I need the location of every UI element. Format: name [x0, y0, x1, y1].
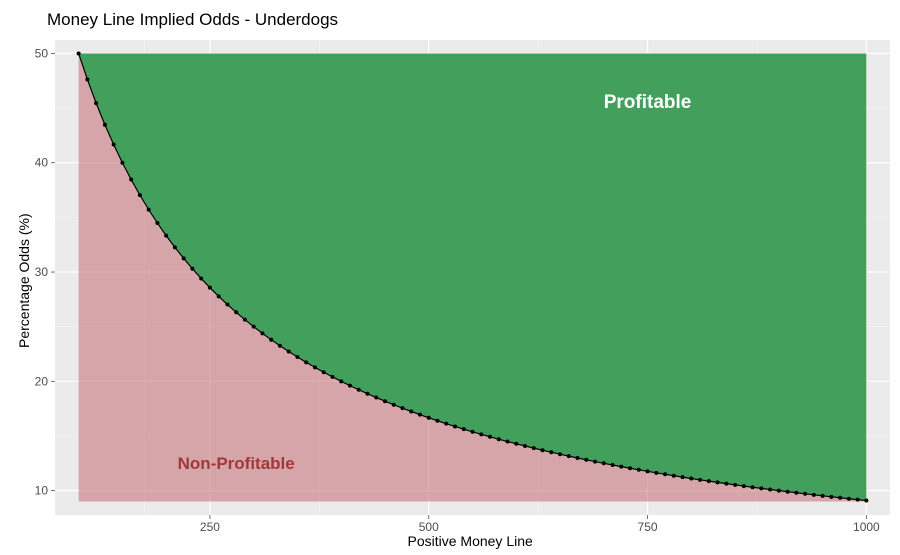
x-axis-ticks: 250 500 750 1000 [200, 515, 880, 534]
non-profitable-label: Non-Profitable [178, 454, 295, 473]
profitable-label: Profitable [604, 92, 692, 113]
svg-text:20: 20 [35, 374, 49, 388]
chart-plot: Profitable Non-Profitable 2505007501000 … [0, 0, 900, 550]
y-axis-label: Percentage Odds (%) [16, 213, 32, 348]
chart-container: Money Line Implied Odds - Underdogs Perc… [0, 0, 900, 550]
chart-title: Money Line Implied Odds - Underdogs [47, 10, 338, 30]
y-axis-ticks: 10 20 30 40 50 [35, 46, 55, 497]
x-axis-label: Positive Money Line [408, 533, 533, 549]
svg-text:500: 500 [419, 520, 439, 534]
svg-text:30: 30 [35, 265, 49, 279]
svg-text:750: 750 [638, 520, 658, 534]
svg-text:40: 40 [35, 156, 49, 170]
svg-text:50: 50 [35, 46, 49, 60]
svg-text:10: 10 [35, 484, 49, 498]
svg-text:1000: 1000 [853, 520, 880, 534]
svg-text:250: 250 [200, 520, 220, 534]
